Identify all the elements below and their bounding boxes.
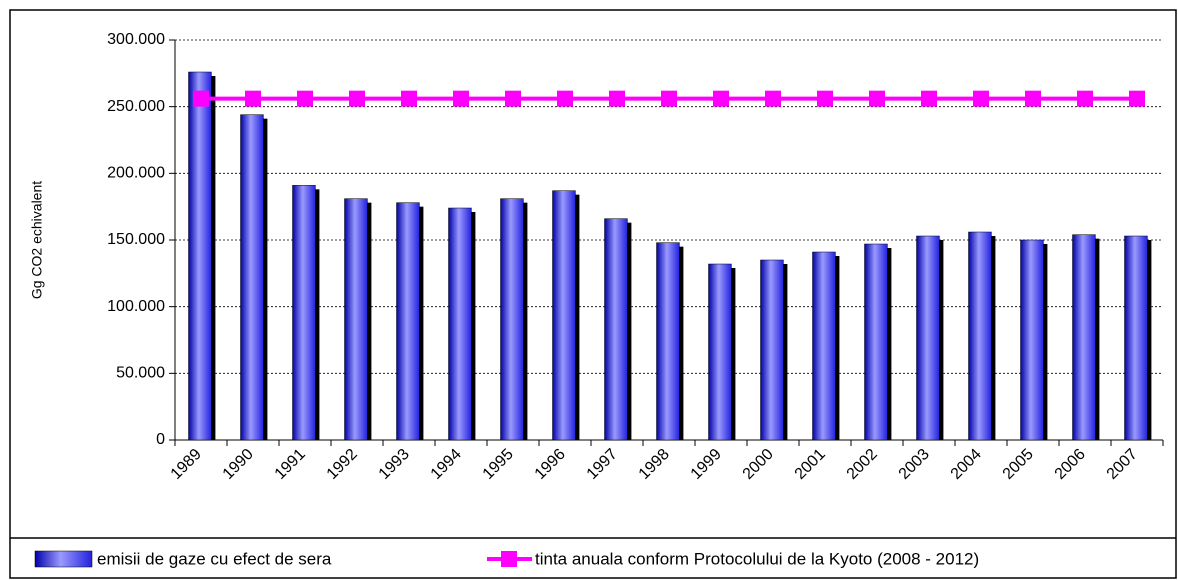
y-tick-label: 200.000 <box>107 165 165 182</box>
x-tick-label: 1996 <box>532 446 569 483</box>
x-tick-label: 1992 <box>324 446 361 483</box>
marker <box>921 90 937 107</box>
legend-swatch <box>34 550 93 568</box>
marker <box>349 90 365 107</box>
marker <box>505 90 521 107</box>
x-tick-label: 2000 <box>740 446 777 483</box>
x-tick-label: 1993 <box>376 446 413 483</box>
y-tick-label: 150.000 <box>107 231 165 248</box>
bar <box>708 263 732 441</box>
bar <box>760 259 784 441</box>
x-tick-label: 1999 <box>688 446 725 483</box>
bar <box>552 190 576 441</box>
y-tick-label: 250.000 <box>107 98 165 115</box>
bar <box>864 243 888 441</box>
bar <box>968 231 992 441</box>
bar <box>448 207 472 441</box>
y-tick-label: 0 <box>156 431 165 448</box>
marker <box>245 90 261 107</box>
bar <box>916 235 940 441</box>
marker <box>193 90 209 107</box>
y-tick-label: 100.000 <box>107 298 165 315</box>
bar <box>240 114 264 441</box>
marker <box>297 90 313 107</box>
bar <box>1020 239 1044 441</box>
x-tick-label: 1990 <box>220 446 257 483</box>
x-tick-label: 2007 <box>1104 446 1141 483</box>
bar <box>656 242 680 441</box>
x-tick-label: 2006 <box>1052 446 1089 483</box>
y-axis-title: Gg CO2 echivalent <box>29 181 45 299</box>
chart-frame <box>9 9 1177 579</box>
bar <box>604 218 628 441</box>
marker <box>609 90 625 107</box>
marker <box>1077 90 1093 107</box>
marker <box>869 90 885 107</box>
marker <box>1025 90 1041 107</box>
marker <box>973 90 989 107</box>
marker <box>1129 90 1145 107</box>
x-tick-label: 2001 <box>792 446 829 483</box>
x-tick-label: 1991 <box>272 446 309 483</box>
x-tick-label: 1994 <box>428 446 465 483</box>
marker <box>765 90 781 107</box>
legend-marker <box>501 551 517 567</box>
bar <box>1124 235 1148 441</box>
x-tick-label: 2003 <box>896 446 933 483</box>
marker <box>713 90 729 107</box>
bar <box>812 251 836 441</box>
x-tick-label: 1989 <box>168 446 205 483</box>
y-tick-label: 300.000 <box>107 31 165 48</box>
marker <box>661 90 677 107</box>
bar <box>188 71 212 441</box>
bar <box>500 198 524 441</box>
y-tick-label: 50.000 <box>116 365 165 382</box>
bar <box>292 185 316 441</box>
x-tick-label: 1997 <box>584 446 621 483</box>
marker <box>817 90 833 107</box>
marker <box>453 90 469 107</box>
legend-label: emisii de gaze cu efect de sera <box>97 549 332 568</box>
bar <box>1072 234 1096 441</box>
x-tick-label: 2004 <box>948 446 985 483</box>
x-tick-label: 2005 <box>1000 446 1037 483</box>
legend-label: tinta anuala conform Protocolului de la … <box>535 549 979 568</box>
x-tick-label: 1995 <box>480 446 517 483</box>
marker <box>557 90 573 107</box>
marker <box>401 90 417 107</box>
x-tick-label: 2002 <box>844 446 881 483</box>
bar <box>344 198 368 441</box>
x-tick-label: 1998 <box>636 446 673 483</box>
bar <box>396 202 420 441</box>
